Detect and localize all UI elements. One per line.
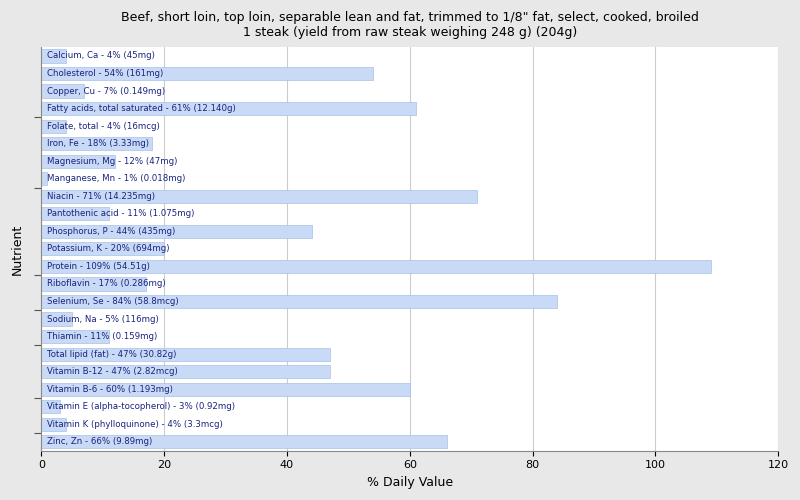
Text: Calcium, Ca - 4% (45mg): Calcium, Ca - 4% (45mg) [47,52,155,60]
Text: Manganese, Mn - 1% (0.018mg): Manganese, Mn - 1% (0.018mg) [47,174,186,184]
Text: Fatty acids, total saturated - 61% (12.140g): Fatty acids, total saturated - 61% (12.1… [47,104,236,113]
Bar [42,278,146,290]
Bar [42,295,558,308]
Text: Magnesium, Mg - 12% (47mg): Magnesium, Mg - 12% (47mg) [47,156,178,166]
Text: Pantothenic acid - 11% (1.075mg): Pantothenic acid - 11% (1.075mg) [47,210,195,218]
Bar [42,84,84,98]
Text: Vitamin E (alpha-tocopherol) - 3% (0.92mg): Vitamin E (alpha-tocopherol) - 3% (0.92m… [47,402,235,411]
Bar [42,190,478,203]
Text: Folate, total - 4% (16mcg): Folate, total - 4% (16mcg) [47,122,160,130]
Text: Phosphorus, P - 44% (435mg): Phosphorus, P - 44% (435mg) [47,227,176,236]
Bar [42,436,446,448]
Bar [42,242,164,256]
Text: Zinc, Zn - 66% (9.89mg): Zinc, Zn - 66% (9.89mg) [47,438,153,446]
Bar [42,382,410,396]
Text: Sodium, Na - 5% (116mg): Sodium, Na - 5% (116mg) [47,314,159,324]
Bar [42,225,311,238]
Bar [42,260,710,273]
Bar [42,418,66,431]
Text: Thiamin - 11% (0.159mg): Thiamin - 11% (0.159mg) [47,332,158,341]
Text: Potassium, K - 20% (694mg): Potassium, K - 20% (694mg) [47,244,170,254]
Text: Niacin - 71% (14.235mg): Niacin - 71% (14.235mg) [47,192,155,201]
Text: Vitamin K (phylloquinone) - 4% (3.3mcg): Vitamin K (phylloquinone) - 4% (3.3mcg) [47,420,223,429]
Bar [42,50,66,62]
X-axis label: % Daily Value: % Daily Value [366,476,453,489]
Text: Total lipid (fat) - 47% (30.82g): Total lipid (fat) - 47% (30.82g) [47,350,177,358]
Bar [42,400,60,413]
Text: Cholesterol - 54% (161mg): Cholesterol - 54% (161mg) [47,69,164,78]
Bar [42,137,152,150]
Bar [42,348,330,360]
Bar [42,365,330,378]
Bar [42,120,66,132]
Bar [42,208,109,220]
Bar [42,172,47,186]
Bar [42,102,416,115]
Text: Copper, Cu - 7% (0.149mg): Copper, Cu - 7% (0.149mg) [47,86,166,96]
Text: Vitamin B-6 - 60% (1.193mg): Vitamin B-6 - 60% (1.193mg) [47,384,174,394]
Bar [42,154,115,168]
Title: Beef, short loin, top loin, separable lean and fat, trimmed to 1/8" fat, select,: Beef, short loin, top loin, separable le… [121,11,698,39]
Y-axis label: Nutrient: Nutrient [11,224,24,274]
Bar [42,330,109,343]
Bar [42,67,373,80]
Text: Protein - 109% (54.51g): Protein - 109% (54.51g) [47,262,150,271]
Text: Riboflavin - 17% (0.286mg): Riboflavin - 17% (0.286mg) [47,280,166,288]
Text: Vitamin B-12 - 47% (2.82mcg): Vitamin B-12 - 47% (2.82mcg) [47,367,178,376]
Text: Iron, Fe - 18% (3.33mg): Iron, Fe - 18% (3.33mg) [47,139,150,148]
Text: Selenium, Se - 84% (58.8mcg): Selenium, Se - 84% (58.8mcg) [47,297,179,306]
Bar [42,312,72,326]
